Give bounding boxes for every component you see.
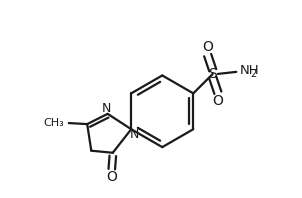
Text: N: N bbox=[102, 102, 111, 115]
Text: CH₃: CH₃ bbox=[43, 118, 64, 128]
Text: NH: NH bbox=[239, 64, 259, 77]
Text: N: N bbox=[130, 128, 139, 141]
Text: 2: 2 bbox=[250, 69, 256, 78]
Text: S: S bbox=[208, 67, 217, 81]
Text: O: O bbox=[212, 94, 223, 108]
Text: O: O bbox=[202, 40, 213, 54]
Text: O: O bbox=[106, 170, 117, 184]
